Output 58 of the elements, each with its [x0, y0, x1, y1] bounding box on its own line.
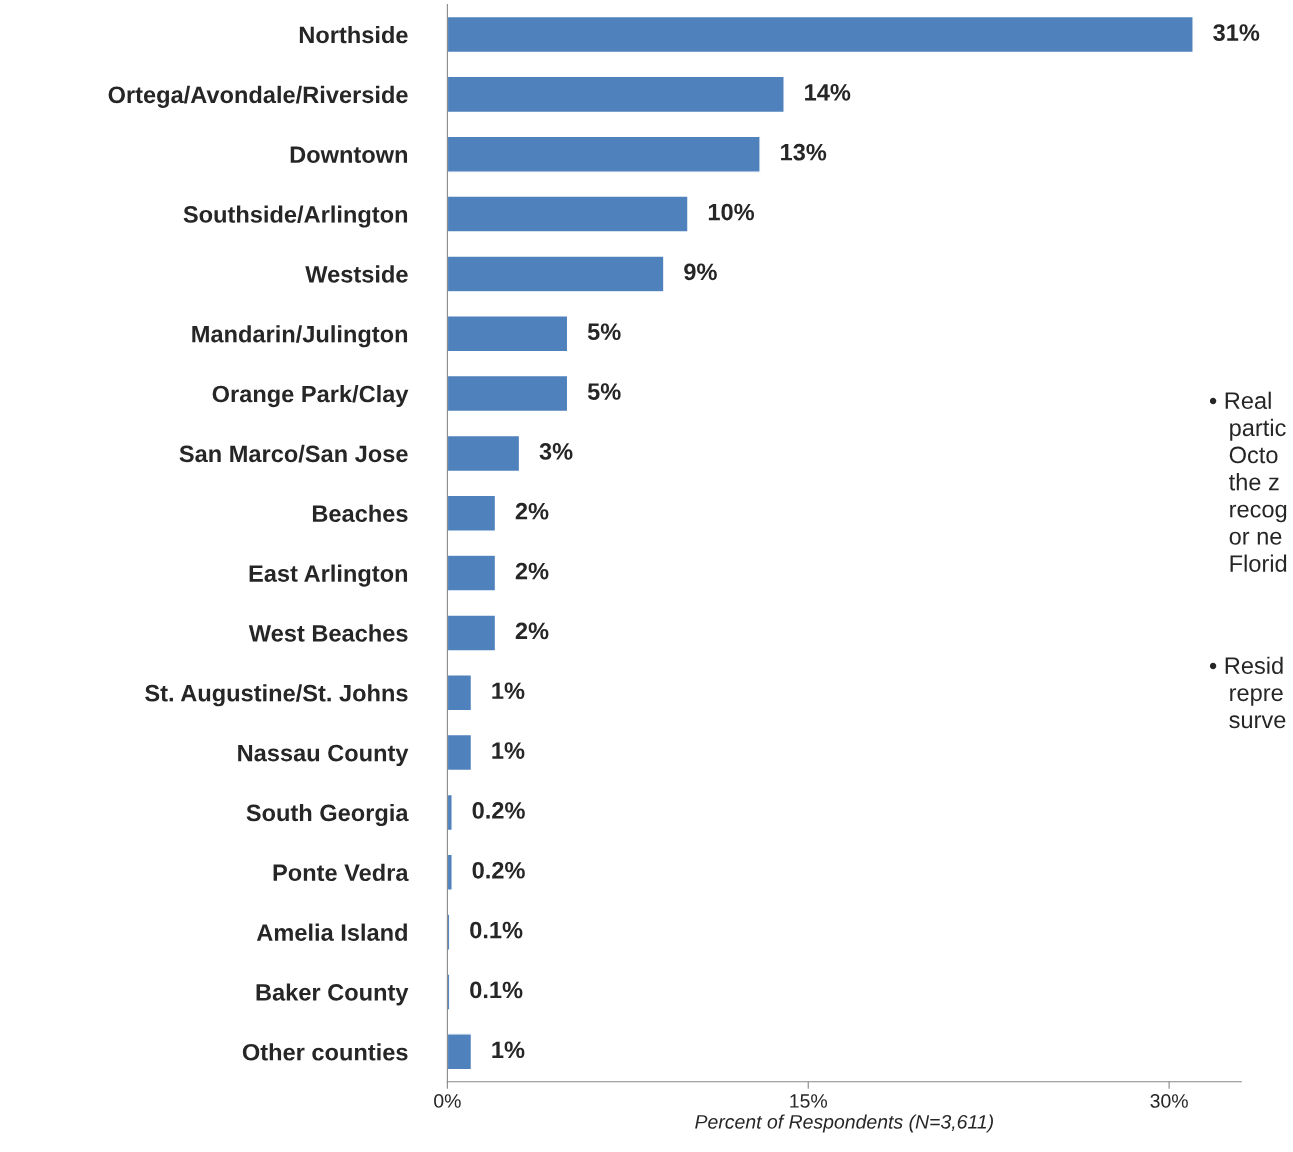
data-label: 5%	[587, 383, 621, 400]
data-label: 1%	[492, 742, 525, 759]
bar	[447, 75, 785, 114]
bar	[447, 793, 453, 832]
y-tick-label: Baker County	[256, 983, 409, 1006]
bar	[447, 853, 453, 891]
y-tick-label: Beaches	[312, 504, 408, 523]
data-label: 2%	[515, 562, 549, 580]
x-tick-label: 15%	[790, 1094, 828, 1108]
y-tick-label: Orange Park/Clay	[212, 385, 409, 408]
x-axis-title: Percent of Respondents (N=3,611)	[695, 1114, 993, 1133]
y-tick-label: Southside/Arlington	[183, 205, 408, 228]
bar	[447, 434, 521, 473]
data-label: 0.2%	[472, 802, 525, 819]
bar	[447, 733, 473, 772]
data-label: 3%	[539, 443, 573, 460]
y-tick-label: Westside	[305, 265, 408, 283]
data-label: 1%	[492, 1041, 525, 1059]
y-tick-label: South Georgia	[246, 803, 409, 827]
y-tick-label: East Arlington	[249, 564, 408, 587]
data-label: 10%	[708, 203, 755, 221]
y-tick-label: Amelia Island	[256, 923, 407, 941]
y-tick-label: Nassau County	[238, 744, 409, 767]
data-label: 1%	[492, 682, 525, 700]
y-tick-label: West Beaches	[248, 624, 408, 642]
data-label: 13%	[781, 143, 827, 161]
data-label: 9%	[684, 263, 717, 281]
bar	[447, 374, 569, 413]
y-tick-label: Other counties	[242, 1043, 408, 1061]
bar	[447, 135, 761, 173]
x-tick-label: 30%	[1150, 1094, 1188, 1108]
bar	[447, 1033, 473, 1071]
y-tick-label: Ponte Vedra	[273, 863, 409, 882]
y-tick-label: Northside	[299, 25, 408, 44]
y-tick-label: Ortega/Avondale/Riverside	[108, 85, 408, 108]
data-label: 0.1%	[470, 981, 523, 999]
bar	[447, 315, 569, 353]
bar	[447, 494, 497, 532]
bar	[447, 15, 1194, 54]
bar	[447, 614, 497, 652]
bar	[447, 255, 665, 293]
data-label: 5%	[587, 323, 621, 341]
data-label: 2%	[515, 622, 549, 640]
y-tick-label: Downtown	[290, 146, 408, 163]
x-tick-label: 0%	[434, 1094, 461, 1108]
data-label: 0.1%	[470, 921, 523, 939]
annotation: • Real partic Octo the z recog or ne Florid	[1209, 391, 1287, 572]
y-tick-label: St. Augustine/St. Johns	[145, 684, 408, 707]
annotation: • Resid repre surve	[1209, 656, 1286, 729]
data-label: 2%	[515, 502, 549, 520]
data-label: 31%	[1213, 24, 1260, 41]
bar	[447, 674, 473, 712]
bar	[447, 554, 497, 592]
y-tick-label: Mandarin/Julington	[192, 325, 408, 348]
bar	[447, 195, 689, 233]
data-label: 0.2%	[472, 861, 525, 879]
y-tick-label: San Marco/San Jose	[179, 444, 408, 463]
data-label: 14%	[805, 84, 851, 101]
